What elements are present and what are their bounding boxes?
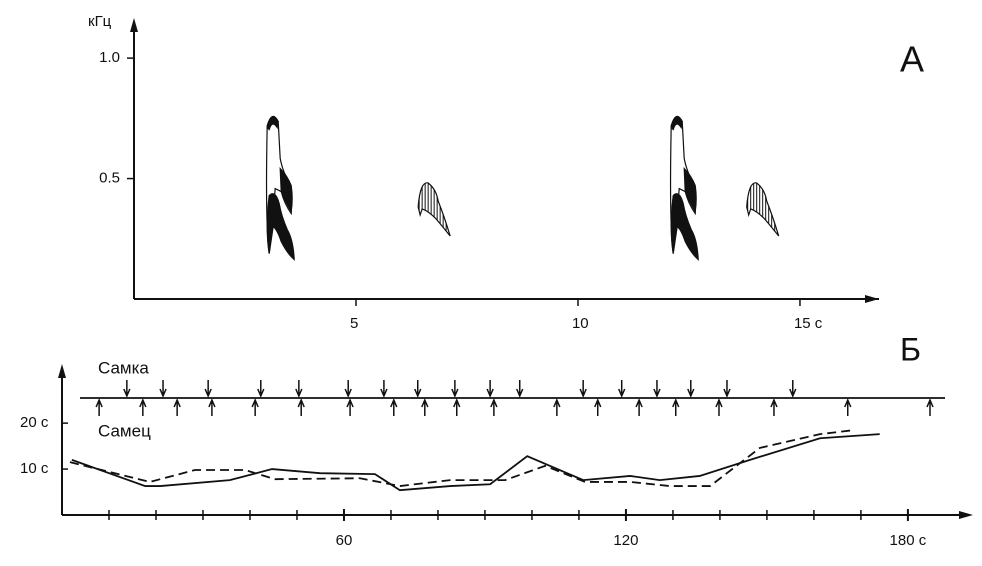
event-label: Самец — [98, 421, 151, 440]
event-arrow — [297, 398, 305, 416]
syllable-outline — [417, 182, 451, 237]
panel-label: А — [900, 39, 924, 80]
syllable — [417, 182, 451, 237]
event-arrow — [257, 380, 265, 398]
event-arrow — [486, 380, 494, 398]
syllable-outline — [746, 182, 780, 237]
event-arrow — [789, 380, 797, 398]
x-tick-label: 15 с — [794, 315, 823, 332]
syllable-part — [266, 193, 295, 261]
event-arrow — [123, 380, 131, 398]
event-arrow — [844, 398, 852, 416]
event-arrow — [926, 398, 934, 416]
event-arrow — [594, 398, 602, 416]
event-arrow — [451, 380, 459, 398]
event-arrow — [390, 398, 398, 416]
event-arrow — [173, 398, 181, 416]
x-tick-label: 60 — [336, 532, 353, 549]
event-arrow — [208, 398, 216, 416]
x-tick-label: 120 — [613, 532, 638, 549]
y-axis-label: кГц — [88, 13, 112, 30]
event-arrow — [618, 380, 626, 398]
event-arrow — [723, 380, 731, 398]
event-label: Самка — [98, 358, 149, 377]
x-tick-label: 5 — [350, 315, 358, 332]
event-arrow — [159, 380, 167, 398]
syllable — [669, 115, 699, 261]
syllable-part — [670, 116, 683, 131]
x-tick-label: 10 — [572, 315, 589, 332]
event-arrow — [653, 380, 661, 398]
event-arrow — [414, 380, 422, 398]
y-tick-label: 10 с — [20, 460, 49, 477]
y-tick-label: 0.5 — [99, 170, 120, 187]
event-arrow — [95, 398, 103, 416]
event-arrow — [516, 380, 524, 398]
event-arrow — [139, 398, 147, 416]
event-arrow — [344, 380, 352, 398]
event-arrow — [687, 380, 695, 398]
series-line — [69, 429, 855, 487]
y-tick-label: 20 с — [20, 414, 49, 431]
event-arrow — [421, 398, 429, 416]
y-axis-arrow — [130, 18, 138, 32]
x-axis-arrow — [959, 511, 973, 519]
syllable — [265, 115, 295, 261]
y-tick-label: 1.0 — [99, 49, 120, 66]
x-axis-arrow — [865, 295, 879, 303]
event-arrow — [346, 398, 354, 416]
event-arrow — [453, 398, 461, 416]
syllable-part — [683, 167, 697, 214]
event-arrow — [553, 398, 561, 416]
event-arrow — [295, 380, 303, 398]
panel-label: Б — [900, 331, 921, 367]
event-arrow — [490, 398, 498, 416]
event-arrow — [251, 398, 259, 416]
x-tick-label: 180 с — [890, 532, 927, 549]
event-arrow — [770, 398, 778, 416]
event-arrow — [204, 380, 212, 398]
series-line — [71, 433, 880, 492]
y-axis-arrow — [58, 364, 66, 378]
event-arrow — [715, 398, 723, 416]
event-arrow — [579, 380, 587, 398]
syllable-part — [266, 116, 279, 131]
syllable-part — [670, 193, 699, 261]
event-arrow — [672, 398, 680, 416]
syllable — [746, 182, 780, 237]
event-arrow — [380, 380, 388, 398]
syllable-part — [279, 167, 293, 214]
event-arrow — [635, 398, 643, 416]
